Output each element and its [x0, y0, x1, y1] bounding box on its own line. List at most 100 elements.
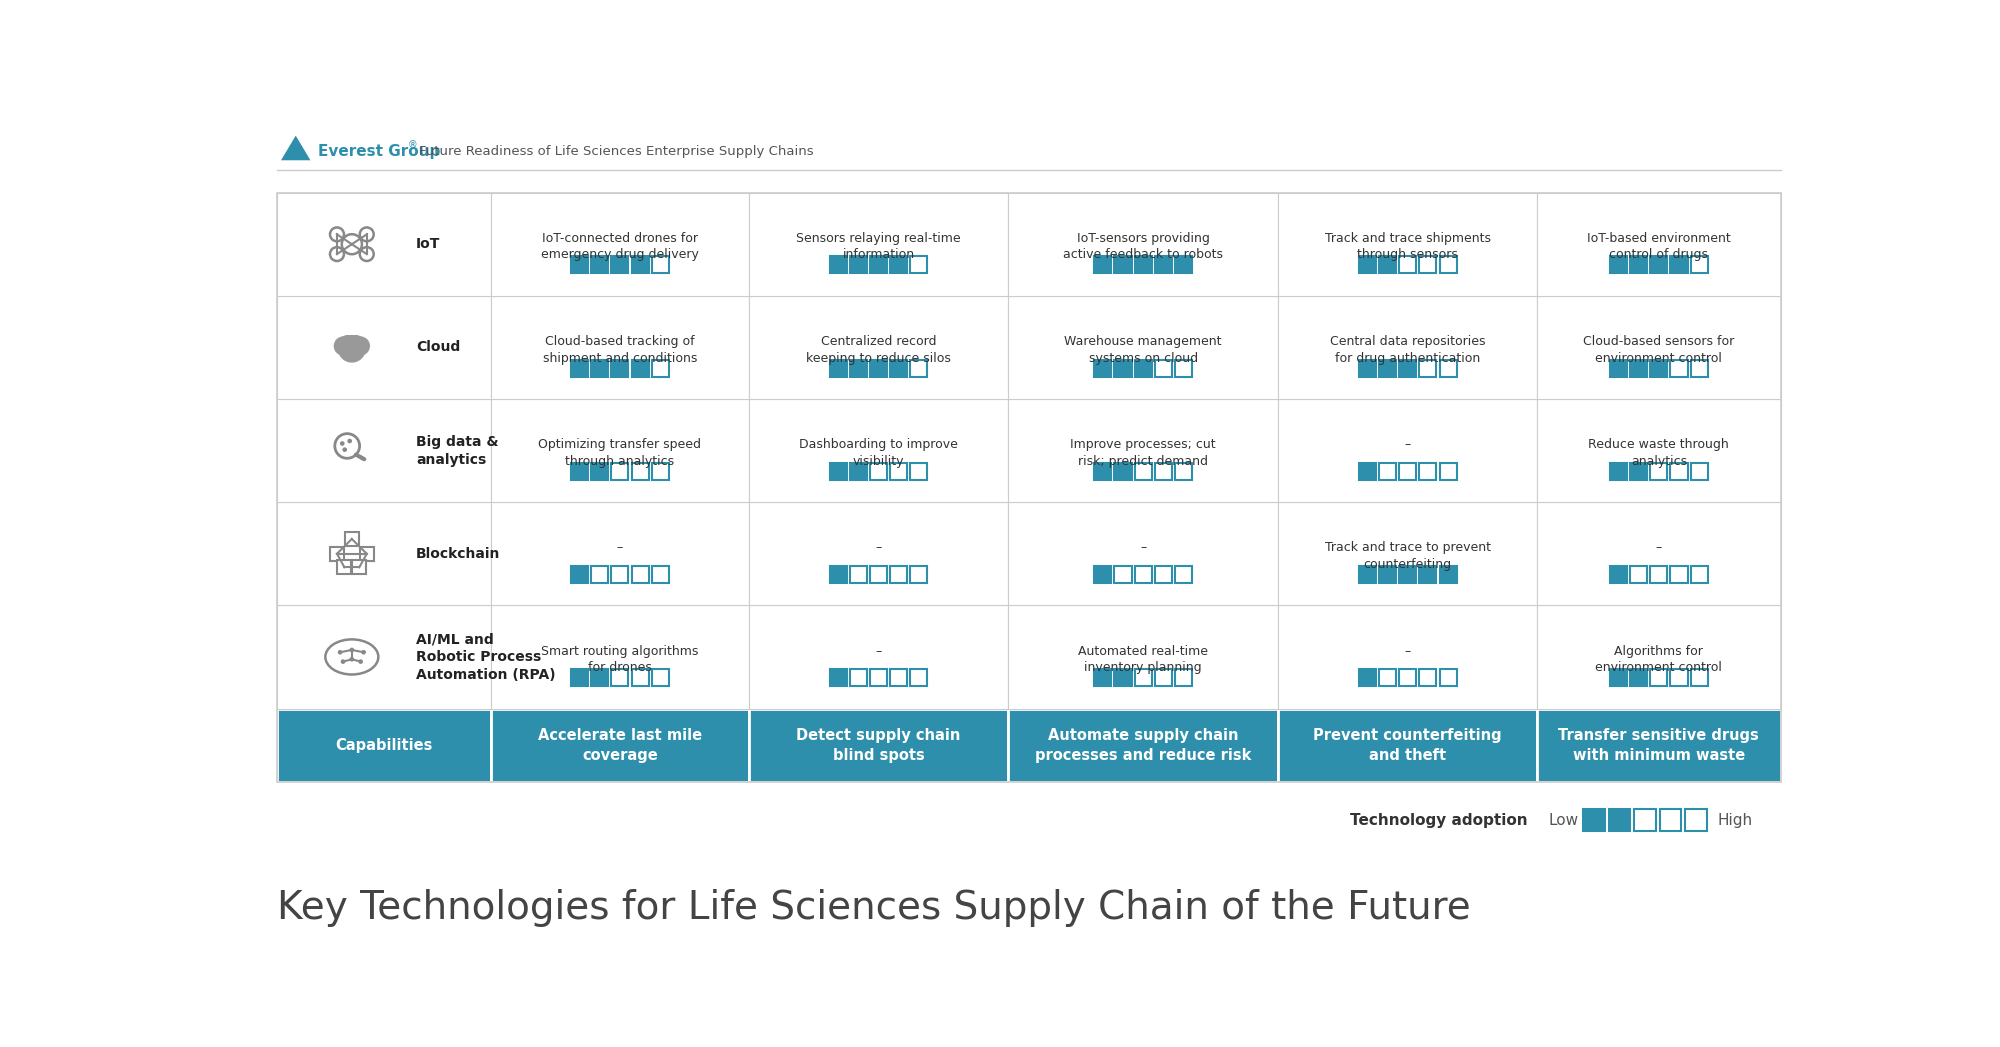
Bar	[338, 560, 352, 574]
Bar	[910, 669, 928, 686]
Text: –: –	[1656, 541, 1662, 554]
Bar	[1154, 257, 1172, 273]
Text: –: –	[1404, 645, 1410, 658]
Bar	[344, 532, 358, 545]
Text: IoT-connected drones for
emergency drug delivery: IoT-connected drones for emergency drug …	[540, 231, 698, 262]
Text: Improve processes; cut
risk; predict demand: Improve processes; cut risk; predict dem…	[1070, 439, 1216, 468]
Bar	[1094, 257, 1112, 273]
Bar	[1008, 296, 1278, 399]
Text: IoT-sensors providing
active feedback to robots: IoT-sensors providing active feedback to…	[1064, 231, 1224, 262]
Bar	[870, 359, 888, 377]
Bar	[278, 503, 490, 605]
Circle shape	[350, 648, 354, 652]
Bar	[592, 463, 608, 480]
Bar	[1670, 359, 1688, 377]
Text: Detect supply chain
blind spots: Detect supply chain blind spots	[796, 728, 960, 762]
Bar	[1630, 463, 1648, 480]
Bar	[1440, 257, 1456, 273]
Bar	[1174, 566, 1192, 583]
Text: Optimizing transfer speed
through analytics: Optimizing transfer speed through analyt…	[538, 439, 702, 468]
Bar	[1094, 359, 1112, 377]
Bar	[830, 359, 846, 377]
Bar	[850, 257, 866, 273]
Text: Sensors relaying real-time
information: Sensors relaying real-time information	[796, 231, 960, 262]
Bar	[1174, 669, 1192, 686]
Text: Low: Low	[1548, 812, 1578, 828]
Bar	[870, 463, 888, 480]
Bar	[890, 669, 908, 686]
Circle shape	[338, 650, 342, 654]
Bar	[278, 296, 490, 399]
Bar	[360, 547, 374, 561]
Bar	[572, 359, 588, 377]
Bar	[592, 566, 608, 583]
Bar	[1538, 399, 1780, 503]
Bar	[1380, 257, 1396, 273]
Text: Centralized record
keeping to reduce silos: Centralized record keeping to reduce sil…	[806, 335, 950, 364]
Circle shape	[348, 335, 364, 352]
Bar	[870, 669, 888, 686]
Bar	[1134, 669, 1152, 686]
Bar	[750, 503, 1008, 605]
Bar	[1630, 359, 1648, 377]
Bar	[1154, 669, 1172, 686]
Bar	[910, 359, 928, 377]
Bar	[1114, 257, 1132, 273]
Circle shape	[330, 247, 344, 261]
Bar	[572, 669, 588, 686]
Bar	[1670, 566, 1688, 583]
Bar	[1670, 669, 1688, 686]
Bar	[830, 257, 846, 273]
Bar	[1634, 809, 1656, 831]
Text: Cloud: Cloud	[416, 340, 460, 354]
Bar	[652, 463, 668, 480]
Bar	[870, 257, 888, 273]
Circle shape	[350, 656, 354, 662]
Bar	[1278, 193, 1538, 296]
Bar	[1630, 669, 1648, 686]
Bar	[1400, 359, 1416, 377]
Bar	[652, 359, 668, 377]
Text: Track and trace to prevent
counterfeiting: Track and trace to prevent counterfeitin…	[1324, 541, 1490, 571]
Text: Warehouse management
systems on cloud: Warehouse management systems on cloud	[1064, 335, 1222, 364]
Bar	[1358, 359, 1376, 377]
Bar	[612, 257, 628, 273]
Bar	[1650, 669, 1668, 686]
Bar	[1008, 399, 1278, 503]
Bar	[490, 503, 750, 605]
Bar	[1154, 359, 1172, 377]
Bar	[1114, 359, 1132, 377]
Bar	[490, 193, 750, 296]
Bar	[612, 359, 628, 377]
Bar	[1358, 463, 1376, 480]
Bar	[278, 709, 490, 782]
Bar	[632, 257, 648, 273]
Bar	[1650, 463, 1668, 480]
Bar	[592, 359, 608, 377]
Bar	[830, 669, 846, 686]
Bar	[632, 359, 648, 377]
Bar	[330, 547, 344, 561]
Bar	[1538, 503, 1780, 605]
Bar	[1538, 193, 1780, 296]
Bar	[1690, 463, 1708, 480]
Bar	[572, 463, 588, 480]
Text: –: –	[876, 541, 882, 554]
Circle shape	[338, 335, 366, 362]
Bar	[850, 463, 866, 480]
Bar	[1584, 809, 1604, 831]
Bar	[1420, 463, 1436, 480]
Text: Smart routing algorithms
for drones: Smart routing algorithms for drones	[542, 645, 698, 674]
Bar	[910, 463, 928, 480]
Bar	[750, 193, 1008, 296]
Bar	[1174, 463, 1192, 480]
Bar	[890, 566, 908, 583]
Bar	[750, 709, 1008, 782]
Bar	[830, 566, 846, 583]
Text: Track and trace shipments
through sensors: Track and trace shipments through sensor…	[1324, 231, 1490, 262]
Bar	[1538, 709, 1780, 782]
Bar	[870, 566, 888, 583]
Bar	[1278, 399, 1538, 503]
Bar	[612, 566, 628, 583]
Bar	[1134, 257, 1152, 273]
